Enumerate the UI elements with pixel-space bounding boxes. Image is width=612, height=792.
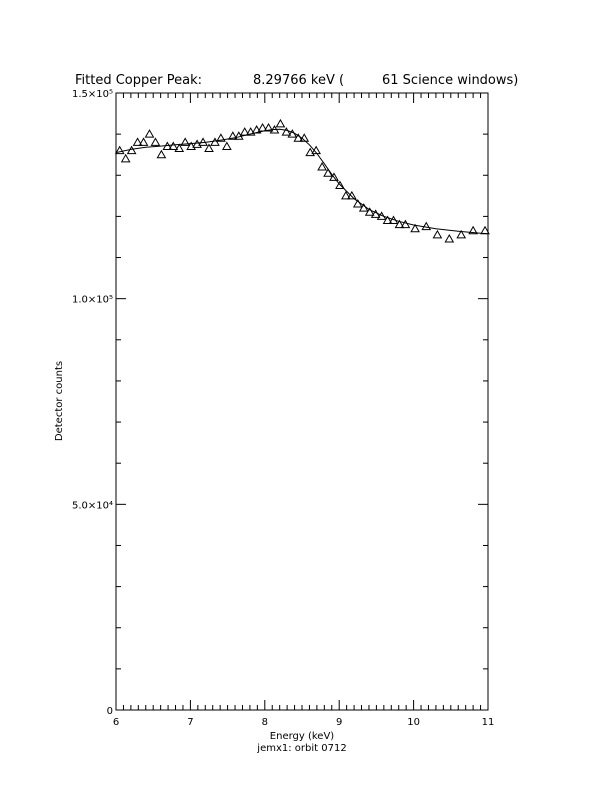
- x-axis-label: Energy (keV): [270, 731, 335, 742]
- plot-frame: [115, 92, 489, 711]
- data-point-triangle: [281, 127, 292, 136]
- data-point-triangle: [299, 133, 310, 142]
- data-point-triangle: [323, 168, 333, 177]
- data-point-triangle: [358, 203, 369, 212]
- data-point-triangle: [370, 209, 381, 218]
- data-point-triangle: [227, 131, 238, 140]
- data-point-triangle: [275, 118, 286, 128]
- data-point-triangle: [480, 225, 490, 235]
- y-tick-label: 1.0×10⁵: [72, 295, 113, 306]
- data-point-triangle: [233, 131, 244, 140]
- chart-subcaption: jemx1: orbit 0712: [256, 743, 346, 754]
- data-point-triangle: [364, 207, 375, 216]
- data-point-triangle: [394, 219, 405, 229]
- data-point-triangle: [421, 221, 432, 231]
- data-point-triangle: [352, 199, 363, 208]
- data-point-triangle: [410, 223, 420, 233]
- data-point-triangle: [180, 137, 191, 146]
- data-point-triangle: [210, 137, 220, 146]
- data-point-triangle: [126, 145, 137, 155]
- data-point-triangle: [221, 141, 232, 150]
- data-point-triangle: [287, 129, 298, 138]
- x-tick-label: 10: [407, 717, 420, 728]
- data-point-triangle: [341, 190, 351, 200]
- data-point-triangle: [192, 139, 202, 148]
- data-point-triangle: [311, 145, 321, 155]
- data-point-triangle: [239, 127, 250, 136]
- data-point-triangle: [468, 225, 478, 235]
- data-point-triangle: [400, 219, 411, 229]
- data-point-triangle: [263, 122, 274, 132]
- data-point-triangle: [245, 127, 256, 136]
- data-point-triangle: [293, 133, 304, 142]
- data-point-triangle: [382, 215, 393, 225]
- chart-title-label: Fitted Copper Peak:: [75, 73, 202, 88]
- data-point-triangle: [162, 141, 173, 150]
- y-tick-label: 5.0×10⁴: [72, 500, 113, 511]
- chart-title-peak-energy: 8.29766 keV (: [253, 73, 344, 88]
- data-point-triangle: [186, 141, 197, 150]
- data-point-triangle: [257, 122, 268, 132]
- axis-tick-labels: 6 7 8 9 10 11 0 5.0×10⁴ 1.0×10⁵ 1.5×10⁵: [72, 89, 494, 728]
- data-point-triangle: [346, 190, 357, 200]
- y-axis-label: Detector counts: [54, 361, 65, 441]
- data-point-triangle: [174, 143, 185, 153]
- data-point-triangle: [138, 137, 149, 146]
- data-point-triangle: [388, 215, 399, 225]
- data-point-triangle: [317, 162, 327, 171]
- x-tick-label: 7: [187, 717, 193, 728]
- y-tick-label: 1.5×10⁵: [72, 89, 113, 100]
- chart-title-science-windows: 61 Science windows): [382, 73, 518, 88]
- data-point-triangle: [132, 137, 143, 146]
- x-tick-label: 8: [262, 717, 268, 728]
- data-point-triangle: [168, 141, 179, 150]
- data-point-triangle: [432, 229, 443, 239]
- data-point-triangle: [456, 229, 467, 239]
- data-point-triangle: [150, 137, 161, 146]
- data-point-triangle: [376, 211, 387, 220]
- data-point-triangle: [335, 180, 345, 190]
- data-point-triangle: [120, 153, 131, 163]
- data-point-triangle: [269, 125, 280, 134]
- data-point-triangle: [216, 133, 226, 142]
- data-point-triangle: [198, 137, 208, 146]
- data-point-triangle: [144, 129, 155, 138]
- data-point-triangle: [444, 234, 455, 243]
- data-point-triangle: [251, 125, 262, 134]
- axis-ticks: [115, 92, 489, 711]
- data-point-triangle: [114, 145, 125, 155]
- data-point-triangle: [305, 147, 316, 157]
- x-tick-label: 11: [482, 717, 495, 728]
- data-series: [114, 118, 490, 243]
- x-tick-label: 6: [113, 717, 119, 728]
- data-point-triangle: [204, 143, 214, 153]
- data-point-triangle: [329, 172, 339, 181]
- x-tick-label: 9: [336, 717, 342, 728]
- y-tick-label: 0: [107, 706, 113, 717]
- data-point-triangle: [156, 149, 167, 159]
